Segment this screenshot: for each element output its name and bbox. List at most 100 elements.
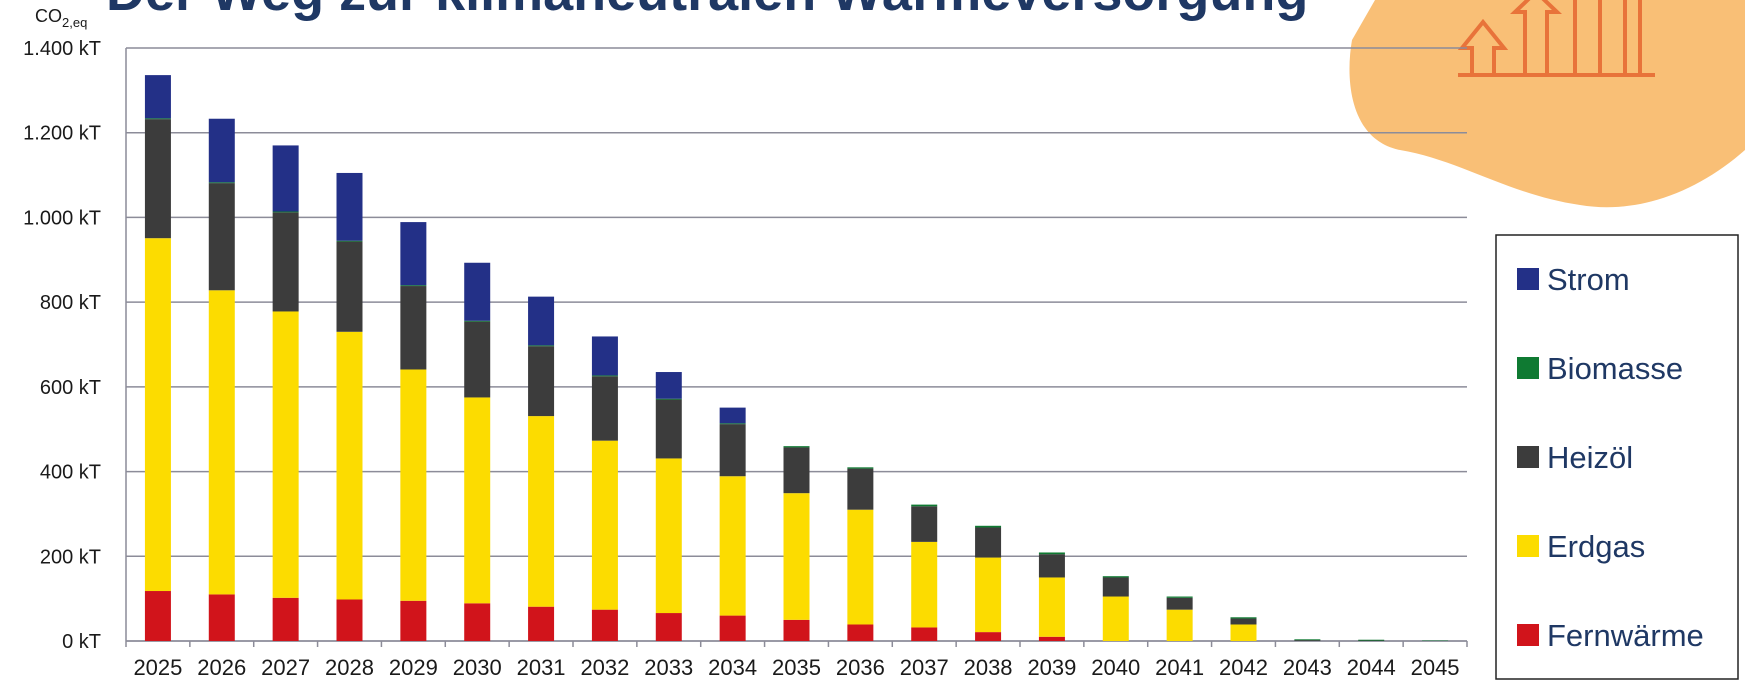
- bar-segment: [592, 376, 618, 440]
- legend-swatch: [1517, 624, 1539, 646]
- legend-label: Fernwärme: [1547, 618, 1704, 653]
- bar-segment: [337, 241, 363, 242]
- legend-swatch: [1517, 357, 1539, 379]
- bar-segment: [464, 263, 490, 321]
- bar-segment: [145, 591, 171, 641]
- bar-segment: [592, 610, 618, 641]
- bar-segment: [784, 446, 810, 447]
- bar-segment: [273, 212, 299, 311]
- bar-segment: [592, 375, 618, 376]
- bar-segment: [209, 183, 235, 290]
- y-tick-label: 400 kT: [40, 462, 101, 484]
- x-tick-label: 2026: [197, 655, 246, 680]
- x-tick-label: 2037: [900, 655, 949, 680]
- chart-title: Der Weg zur klimaneutralen Wärmeversorgu…: [106, 0, 1308, 22]
- x-tick-label: 2028: [325, 655, 374, 680]
- bar-segment: [464, 397, 490, 603]
- bar-segment: [145, 119, 171, 238]
- bar-segment: [464, 322, 490, 398]
- bar-segment: [273, 311, 299, 597]
- legend-label: Biomasse: [1547, 351, 1683, 386]
- chart: Der Weg zur klimaneutralen Wärmeversorgu…: [0, 0, 1745, 687]
- bar-segment: [656, 613, 682, 641]
- bar-segment: [337, 173, 363, 241]
- bar-segment: [273, 211, 299, 212]
- bar-segment: [720, 476, 746, 615]
- bar-segment: [975, 527, 1001, 557]
- x-tick-label: 2036: [836, 655, 885, 680]
- bar-segment: [1039, 554, 1065, 577]
- y-tick-label: 1.200 kT: [23, 123, 101, 145]
- bar-segment: [656, 458, 682, 613]
- bar-segment: [209, 594, 235, 641]
- bar-segment: [1039, 552, 1065, 554]
- y-tick-label: 600 kT: [40, 377, 101, 399]
- bar-segment: [337, 332, 363, 600]
- bar-segment: [337, 599, 363, 641]
- bar-segment: [528, 607, 554, 641]
- bar-segment: [911, 542, 937, 628]
- bar-segment: [528, 416, 554, 607]
- bar-segment: [400, 222, 426, 285]
- bar-segment: [656, 372, 682, 399]
- x-tick-label: 2039: [1027, 655, 1076, 680]
- bar-segment: [528, 297, 554, 346]
- x-tick-label: 2038: [964, 655, 1013, 680]
- bar-segment: [528, 345, 554, 346]
- x-tick-label: 2041: [1155, 655, 1204, 680]
- x-tick-label: 2034: [708, 655, 757, 680]
- bar-segment: [720, 616, 746, 641]
- legend-swatch: [1517, 535, 1539, 557]
- bar-segment: [720, 423, 746, 424]
- bar-segment: [209, 290, 235, 594]
- bar-segment: [592, 441, 618, 610]
- y-label-sub: 2,eq: [62, 15, 87, 30]
- bar-segment: [400, 601, 426, 641]
- bar-segment: [1103, 577, 1129, 596]
- x-tick-label: 2040: [1091, 655, 1140, 680]
- bar-segment: [784, 447, 810, 493]
- bar-segment: [464, 321, 490, 322]
- bar-segment: [1103, 597, 1129, 641]
- bar-segment: [1039, 637, 1065, 641]
- bar-segment: [975, 558, 1001, 633]
- legend-swatch: [1517, 446, 1539, 468]
- bar-segment: [656, 399, 682, 400]
- bar-segment: [592, 336, 618, 375]
- y-tick-label: 1.000 kT: [23, 207, 101, 229]
- bar-segment: [1358, 640, 1384, 641]
- bar-segment: [528, 346, 554, 416]
- x-tick-label: 2025: [133, 655, 182, 680]
- x-tick-label: 2042: [1219, 655, 1268, 680]
- bar-segment: [1294, 640, 1320, 641]
- bar-segment: [1167, 610, 1193, 641]
- bar-segment: [209, 182, 235, 183]
- bar-segment: [1231, 624, 1257, 641]
- bar-segment: [145, 238, 171, 591]
- y-tick-label: 1.400 kT: [23, 38, 101, 60]
- bar-segment: [911, 506, 937, 542]
- x-tick-label: 2035: [772, 655, 821, 680]
- bar-segment: [656, 400, 682, 459]
- y-tick-label: 0 kT: [62, 631, 101, 653]
- bar-segment: [400, 369, 426, 600]
- bar-segment: [847, 467, 873, 468]
- bar-segment: [975, 526, 1001, 528]
- bar-segment: [145, 75, 171, 118]
- x-tick-label: 2032: [580, 655, 629, 680]
- bar-segment: [975, 632, 1001, 641]
- bar-segment: [1039, 577, 1065, 636]
- bar-segment: [145, 118, 171, 119]
- bar-segment: [720, 424, 746, 476]
- x-tick-label: 2043: [1283, 655, 1332, 680]
- legend-label: Heizöl: [1547, 440, 1633, 475]
- bar-segment: [1167, 598, 1193, 610]
- bar-segment: [847, 469, 873, 510]
- legend-swatch: [1517, 268, 1539, 290]
- x-tick-label: 2027: [261, 655, 310, 680]
- bar-segment: [273, 145, 299, 211]
- x-tick-label: 2030: [453, 655, 502, 680]
- bar-segment: [911, 505, 937, 507]
- y-tick-label: 200 kT: [40, 546, 101, 568]
- y-tick-label: 800 kT: [40, 292, 101, 314]
